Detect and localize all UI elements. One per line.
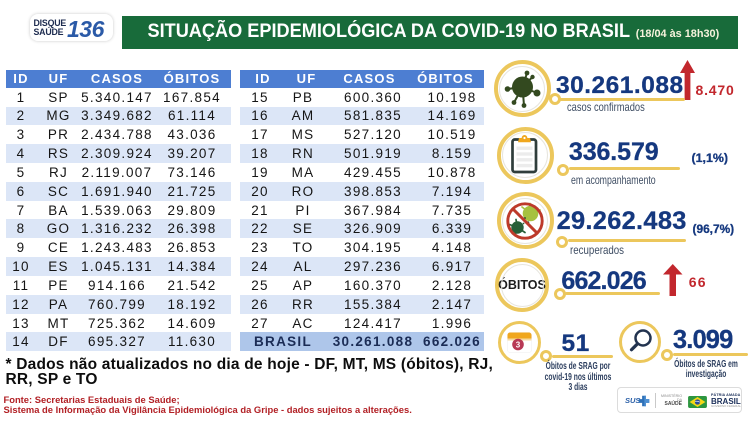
- svg-text:3: 3: [515, 341, 520, 350]
